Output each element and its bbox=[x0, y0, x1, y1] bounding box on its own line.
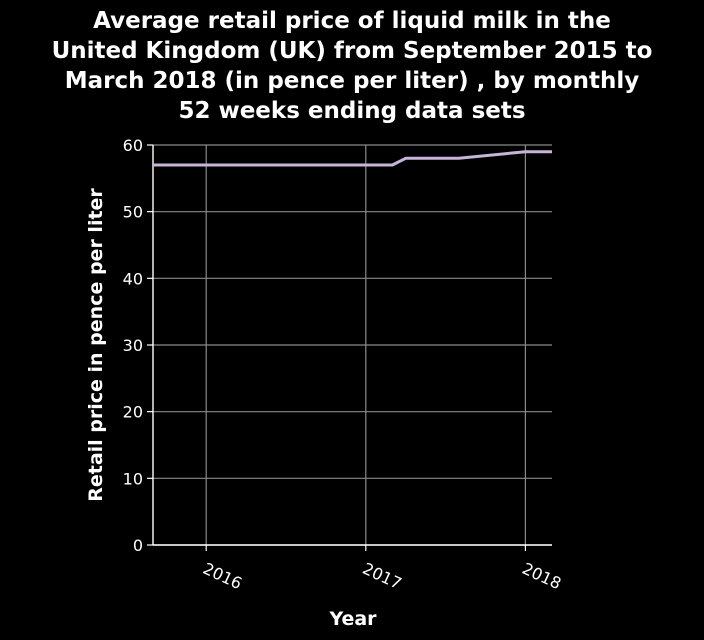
y-tick-label: 0 bbox=[133, 536, 143, 555]
y-tick-label: 50 bbox=[123, 203, 143, 222]
y-tick-label: 60 bbox=[123, 136, 143, 155]
y-tick-label: 20 bbox=[123, 403, 143, 422]
chart-title-line-4: 52 weeks ending data sets bbox=[178, 98, 526, 124]
tick-labels: 0 10 20 30 40 50 60 2016 2017 2018 bbox=[123, 136, 565, 593]
chart-title-line-3: March 2018 (in pence per liter) , by mon… bbox=[64, 68, 640, 94]
chart-title-line-2: United Kingdom (UK) from September 2015 … bbox=[51, 38, 653, 64]
y-tick-label: 30 bbox=[123, 336, 143, 355]
x-tick-label: 2017 bbox=[360, 559, 405, 593]
chart-title-line-1: Average retail price of liquid milk in t… bbox=[93, 8, 611, 34]
grid bbox=[153, 144, 552, 546]
y-tick-label: 10 bbox=[123, 469, 143, 488]
y-axis-title: Retail price in pence per liter bbox=[85, 188, 107, 502]
axes bbox=[147, 144, 552, 551]
y-tick-label: 40 bbox=[123, 269, 143, 288]
series-layer bbox=[153, 150, 552, 167]
x-tick-label: 2016 bbox=[200, 559, 245, 593]
series-line-0 bbox=[153, 150, 552, 167]
x-tick-label: 2018 bbox=[519, 559, 564, 593]
x-axis-title: Year bbox=[328, 608, 377, 630]
